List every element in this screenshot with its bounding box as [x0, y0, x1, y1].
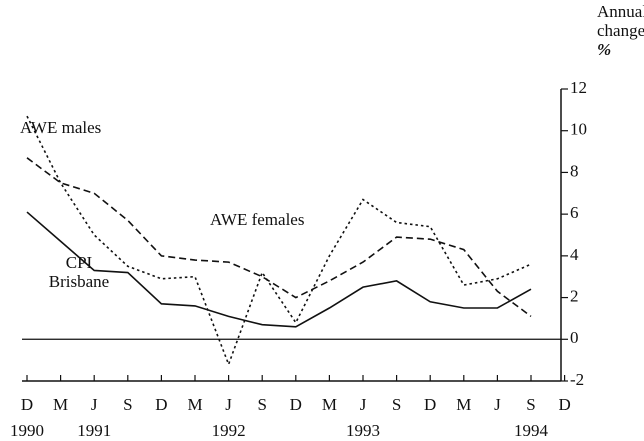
y-tick-label: 12	[570, 78, 587, 97]
x-tick-label: M	[53, 395, 68, 414]
series-line	[26, 157, 532, 317]
x-tick-label: D	[155, 395, 167, 414]
series-label: AWE females	[210, 210, 305, 229]
series-label: CPI Brisbane	[48, 253, 110, 291]
x-tick-label: D	[290, 395, 302, 414]
x-tick-label: S	[526, 395, 535, 414]
x-tick-label: S	[123, 395, 132, 414]
x-tick-label: D	[21, 395, 33, 414]
x-tick-label: J	[91, 395, 98, 414]
x-tick-label: D	[558, 395, 570, 414]
y-axis-label: %	[597, 40, 611, 59]
series-label: AWE males	[20, 118, 102, 137]
x-tick-label: S	[392, 395, 401, 414]
y-tick-label: 8	[570, 161, 579, 180]
x-tick-label: M	[187, 395, 202, 414]
y-tick-label: 0	[570, 328, 579, 347]
x-tick-label: M	[322, 395, 337, 414]
year-label: 1991	[77, 421, 111, 440]
x-tick-label: J	[225, 395, 232, 414]
y-tick-label: -2	[570, 370, 584, 389]
year-label: 1992	[212, 421, 246, 440]
x-tick-label: J	[360, 395, 367, 414]
y-tick-label: 4	[570, 245, 579, 264]
y-tick-label: 6	[570, 203, 579, 222]
y-tick-label: 2	[570, 286, 579, 305]
y-axis-label: Annual	[597, 2, 644, 21]
x-tick-label: D	[424, 395, 436, 414]
x-tick-label: M	[456, 395, 471, 414]
year-label: 1990	[10, 421, 44, 440]
series-line	[26, 211, 532, 328]
x-tick-label: S	[257, 395, 266, 414]
x-tick-label: J	[494, 395, 501, 414]
year-label: 1993	[346, 421, 380, 440]
y-axis-label: change	[597, 21, 644, 40]
series-line	[26, 115, 532, 367]
y-tick-label: 10	[570, 120, 587, 139]
year-label: 1994	[514, 421, 549, 440]
